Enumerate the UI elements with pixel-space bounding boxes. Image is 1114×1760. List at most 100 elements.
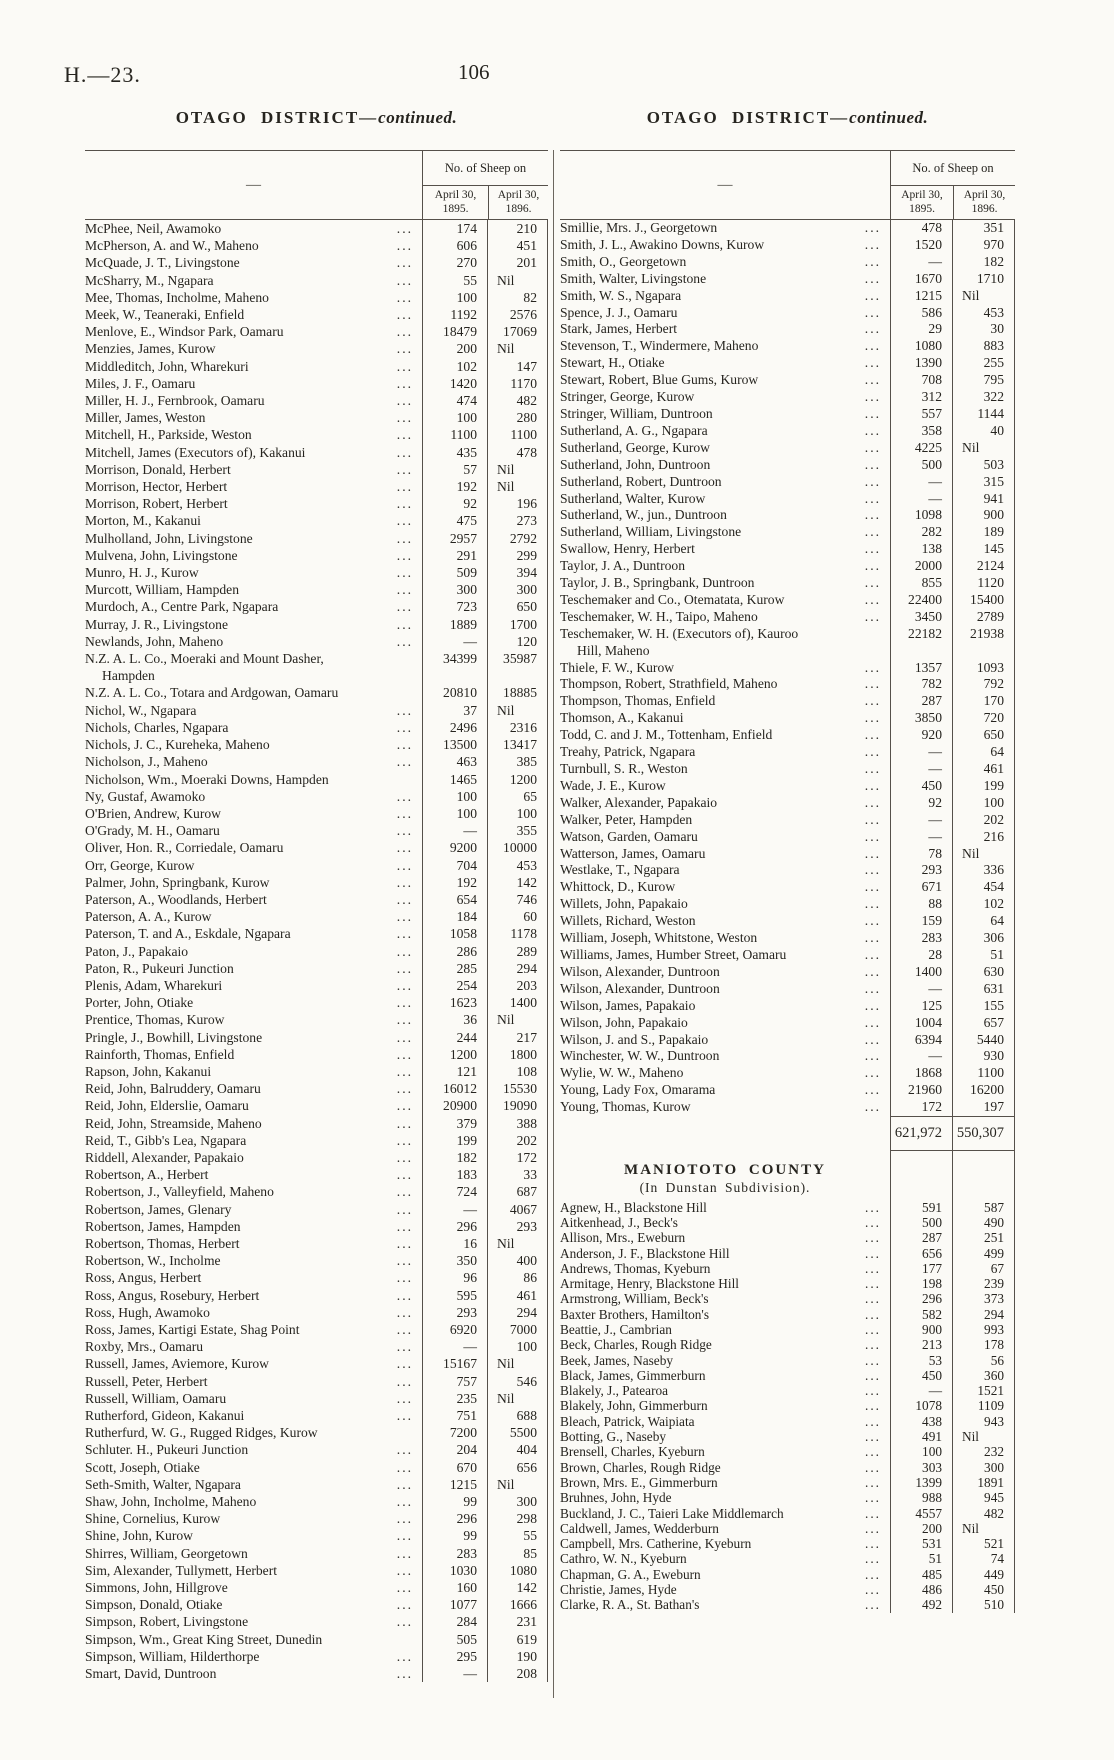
sheep-count-1896: 1100 [487, 426, 548, 444]
sheep-count-1896: 293 [487, 1217, 548, 1235]
leader-dots: ... [864, 997, 881, 1013]
sheep-count-1895: — [890, 490, 952, 508]
owner-name-cell: Mulholland, John, Livingstone... [85, 530, 413, 546]
table-row: Scott, Joseph, Otiake... 670 656 [85, 1458, 548, 1476]
leader-dots: ... [865, 1352, 881, 1368]
sheep-count-1895: 16012 [422, 1080, 487, 1098]
sheep-count-1896: 190 [487, 1647, 548, 1666]
sheep-count-1896: 196 [487, 495, 548, 513]
sheep-count-1895: 287 [890, 1230, 952, 1246]
sheep-count-1896: 178 [952, 1337, 1015, 1353]
sheep-count-1896: 482 [487, 392, 548, 410]
leader-dots: ... [396, 1253, 413, 1269]
leader-dots: ... [396, 358, 413, 374]
owner-name-cell: Baxter Brothers, Hamilton's... [560, 1306, 881, 1322]
sheep-count-1896: 688 [487, 1407, 548, 1425]
owner-name-cell: Mulvena, John, Livingstone... [85, 547, 413, 563]
sheep-count-1895: 293 [890, 862, 952, 880]
table-row: Robertson, J., Valleyfield, Maheno... 724… [85, 1183, 548, 1201]
table-row: Stark, James, Herbert... 29 30 [560, 321, 1015, 339]
leader-dots: ... [396, 857, 413, 873]
sheep-count-1895: 22400 [890, 591, 952, 609]
owner-name-cell: Armstrong, William, Beck's... [560, 1291, 881, 1307]
sheep-count-1895: 53 [890, 1352, 952, 1368]
leader-dots: ... [865, 1214, 881, 1230]
owner-name-cell: Bruhnes, John, Hyde... [560, 1490, 881, 1506]
right-sheep-table: — No. of Sheep on April 30, 1895. April … [560, 150, 1015, 1613]
leader-dots: ... [396, 1218, 413, 1234]
sheep-count-1895: — [890, 980, 952, 998]
leader-dots: ... [864, 236, 881, 252]
sheep-count-1895: 1077 [422, 1596, 487, 1614]
leader-dots: ... [396, 1511, 413, 1527]
table-row: Simmons, John, Hillgrove... 160 142 [85, 1579, 548, 1597]
owner-name-cell: Meek, W., Teaneraki, Enfield... [85, 307, 413, 323]
table-row: Beek, James, Naseby... 53 56 [560, 1352, 1015, 1368]
owner-name-cell: N.Z. A. L. Co., Totara and Ardgowan, Oam… [85, 685, 339, 701]
leader-dots: ... [865, 1566, 881, 1582]
sheep-count-1896: 294 [487, 1303, 548, 1321]
owner-name-cell: Sutherland, George, Kurow... [560, 439, 881, 455]
leader-dots: ... [396, 1012, 413, 1028]
sheep-count-1896: 60 [487, 908, 548, 926]
sheep-count-1895: 213 [890, 1337, 952, 1353]
table-row: Morton, M., Kakanui... 475 273 [85, 512, 548, 530]
leader-dots: ... [396, 1494, 413, 1510]
sheep-count-1896: 1800 [487, 1045, 548, 1063]
maniototo-county-section: MANIOTOTO COUNTY (In Dunstan Subdivision… [560, 1151, 1015, 1613]
owner-name-cell: Anderson, J. F., Blackstone Hill... [560, 1245, 881, 1261]
sheep-count-1896: 203 [487, 976, 548, 995]
table-row: Shaw, John, Incholme, Maheno... 99 300 [85, 1493, 548, 1511]
county-subtitle: (In Dunstan Subdivision). [639, 1180, 811, 1196]
sheep-count-1896: 1170 [487, 374, 548, 393]
leader-dots: ... [396, 1132, 413, 1148]
sheep-count-1896: 202 [952, 811, 1015, 829]
table-row: Paterson, T. and A., Eskdale, Ngapara...… [85, 925, 548, 943]
table-row: Simpson, Robert, Livingstone... 284 231 [85, 1613, 548, 1631]
owner-name-cell: Simpson, William, Hilderthorpe... [85, 1648, 413, 1664]
owner-name-cell: Willets, John, Papakaio... [560, 896, 881, 912]
owner-name-cell: Beattie, J., Cambrian... [560, 1322, 881, 1337]
leader-dots: ... [864, 845, 881, 861]
table-row: Smith, Walter, Livingstone... 1670 1710 [560, 270, 1015, 288]
owner-name-cell: Wilson, Alexander, Duntroon... [560, 980, 881, 996]
owner-name-cell: Roxby, Mrs., Oamaru... [85, 1339, 413, 1355]
table-row: O'Brien, Andrew, Kurow... 100 100 [85, 804, 548, 823]
sheep-count-1895: 723 [422, 598, 487, 616]
sheep-count-1895: — [890, 761, 952, 778]
table-row: Thompson, Robert, Strathfield, Maheno...… [560, 676, 1015, 694]
owner-name-cell: Morrison, Hector, Herbert... [85, 479, 413, 495]
sheep-count-1895: 1098 [890, 507, 952, 525]
sheep-count-1895: 1215 [422, 1475, 487, 1494]
owner-name-cell: Walker, Peter, Hampden... [560, 811, 881, 827]
owner-name-cell: Stark, James, Herbert... [560, 321, 881, 337]
owner-name-cell: Paton, R., Pukeuri Junction... [85, 960, 413, 976]
sheep-count-1895: 199 [422, 1131, 487, 1149]
leader-dots: ... [865, 1260, 881, 1276]
sheep-count-1895: 1420 [422, 374, 487, 393]
sheep-count-1896: 170 [952, 693, 1015, 711]
sheep-count-1896: 394 [487, 564, 548, 582]
sheep-count-1896: 15530 [487, 1080, 548, 1098]
left-table-title: OTAGO DISTRICT—continued. [85, 108, 548, 128]
sheep-count-1896: 15400 [952, 591, 1015, 609]
sheep-count-1895: 303 [890, 1459, 952, 1475]
sheep-count-1896: 202 [487, 1131, 548, 1149]
sheep-count-1895: 2000 [890, 558, 952, 576]
leader-dots: ... [396, 1442, 413, 1458]
leader-dots: ... [396, 1149, 413, 1165]
table-row: Sutherland, George, Kurow... 4225 Nil [560, 439, 1015, 457]
table-row: Paton, J., Papakaio... 286 289 [85, 942, 548, 960]
sheep-count-1896: 930 [952, 1048, 1015, 1066]
leader-dots: ... [396, 840, 413, 856]
sheep-count-1895: — [422, 1665, 487, 1683]
sheep-count-1895: 200 [890, 1520, 952, 1537]
sheep-count-1895: 15167 [422, 1355, 487, 1373]
owner-name-cell: O'Brien, Andrew, Kurow... [85, 805, 413, 821]
sheep-count-1895: 287 [890, 693, 952, 711]
owner-name-cell: McSharry, M., Ngapara... [85, 272, 413, 288]
leader-dots: ... [396, 719, 413, 735]
leader-dots: ... [864, 507, 881, 523]
sheep-count-1895: 900 [890, 1322, 952, 1338]
sheep-count-1895: 1400 [890, 963, 952, 981]
